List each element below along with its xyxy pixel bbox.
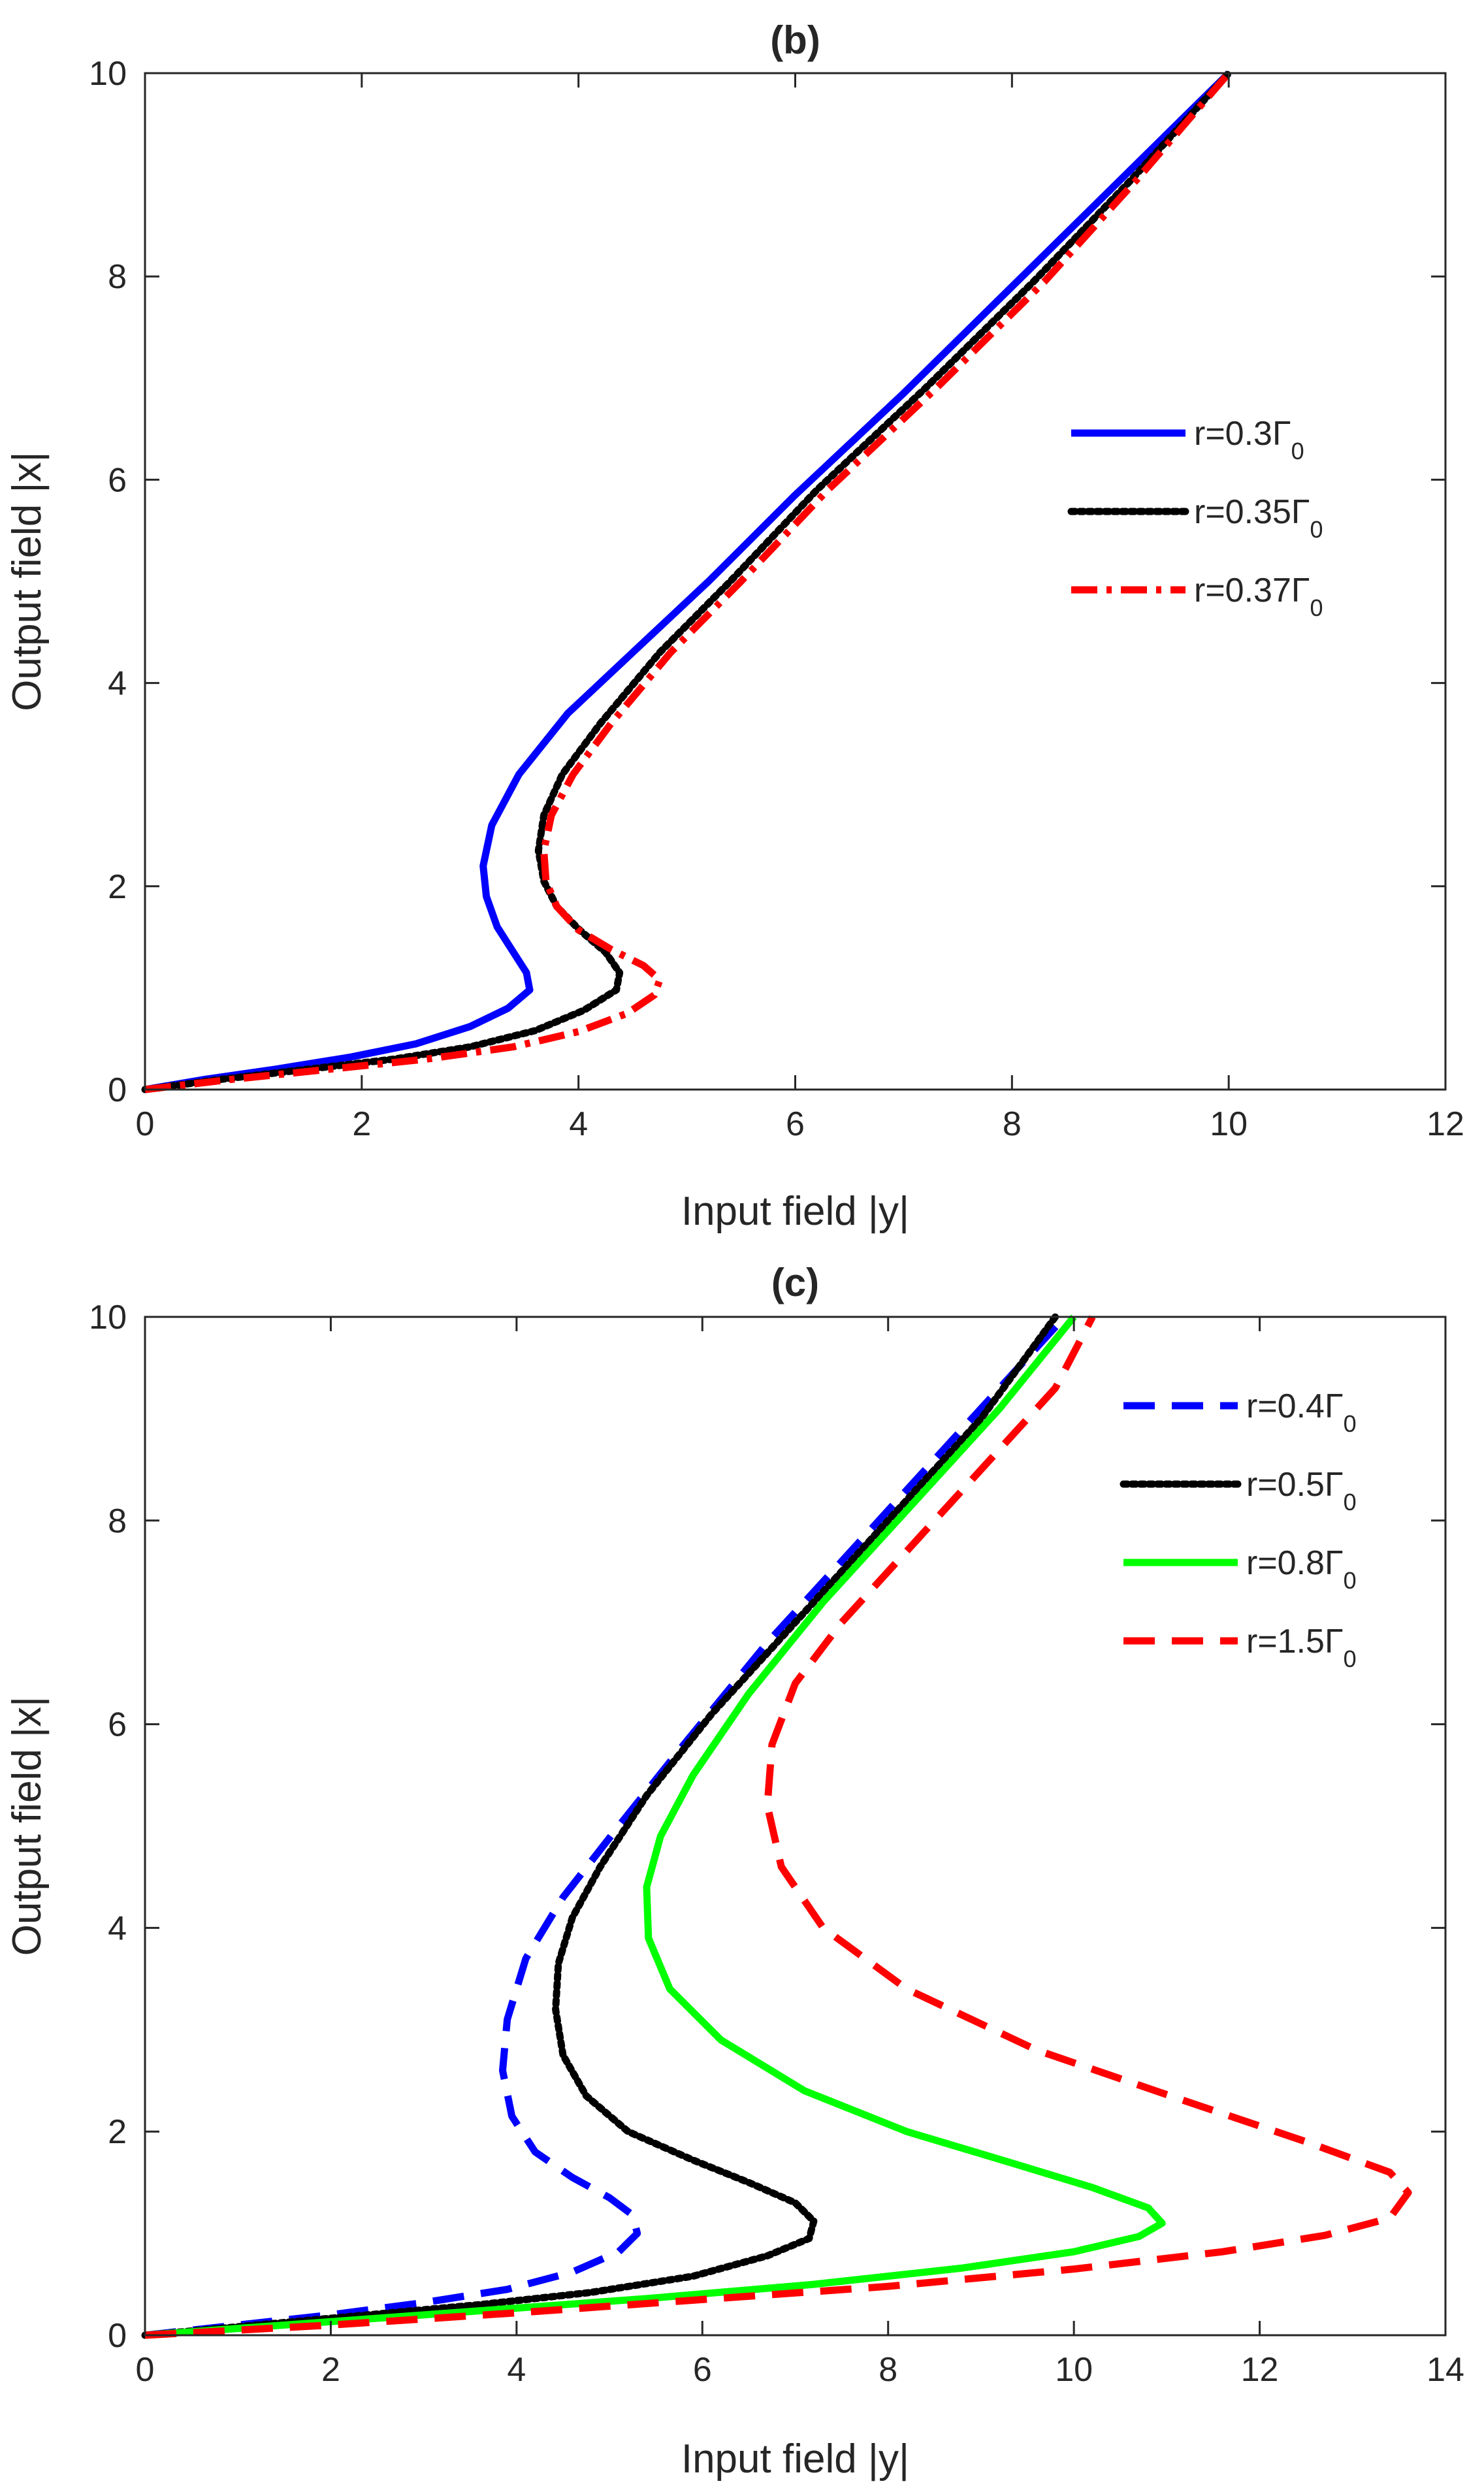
x-tick-label: 2 [321,2351,340,2389]
legend-label-subscript: 0 [1344,1645,1357,1672]
x-tick-label: 6 [693,2351,712,2389]
x-tick-label: 14 [1427,2351,1464,2389]
y-axis-label: Output field |x| [5,451,50,711]
panel-c: 0 2 4 6 8 10 12 14 0 2 4 6 8 10 (c) Input field |y| Outp… [5,1261,1464,2482]
y-tick-label: 10 [89,55,127,93]
y-tick-label: 8 [108,258,127,296]
x-tick-label: 0 [136,1105,155,1143]
series-line-1 [144,1314,1067,2339]
x-tick-label: 8 [879,2351,897,2389]
legend-label-subscript: 0 [1291,438,1304,464]
legend-label-main: r=0.5Γ [1246,1466,1344,1504]
legend-label-subscript: 0 [1344,1410,1357,1437]
legend-label-2: r=0.35Γ0 [1194,493,1323,543]
legend-label-subscript: 0 [1344,1567,1357,1594]
x-tick-label: 10 [1210,1105,1248,1143]
panel-b: 0 2 4 6 8 10 12 0 2 4 6 8 10 (b) Input field |y| Output… [5,18,1464,1234]
y-tick-label: 2 [108,868,127,906]
x-tick-label: 8 [1003,1105,1022,1143]
legend-label-1: r=0.3Γ0 [1194,415,1304,464]
legend-label-2: r=0.5Γ0 [1246,1466,1357,1515]
y-tick-label: 0 [108,2317,127,2355]
x-tick-label: 6 [786,1105,805,1143]
legend-label-main: r=0.37Γ [1194,572,1310,609]
legend-label-subscript: 0 [1344,1489,1357,1515]
y-tick-label: 4 [108,665,127,703]
legend-label-subscript: 0 [1310,594,1323,621]
series-line-1 [144,71,1232,1093]
legend-label-3: r=0.8Γ0 [1246,1544,1357,1594]
legend-label-main: r=0.35Γ [1194,493,1310,531]
x-tick-label: 0 [136,2351,155,2389]
x-tick-label: 4 [507,2351,526,2389]
series-line-2 [141,1313,1059,2339]
panel-title: (c) [771,1261,819,1304]
x-axis-label: Input field |y| [681,2436,909,2482]
x-tick-label: 12 [1427,1105,1464,1143]
x-tick-label: 4 [569,1105,588,1143]
y-tick-label: 4 [108,1909,127,1947]
legend-label-main: r=0.3Γ [1194,415,1291,453]
y-tick-label: 10 [89,1299,127,1336]
plot-area-frame [144,1316,1447,2337]
x-tick-label: 12 [1241,2351,1279,2389]
x-tick-label: 10 [1055,2351,1093,2389]
legend-label-main: r=1.5Γ [1246,1623,1344,1660]
series-line-3 [144,71,1232,1093]
y-tick-label: 0 [108,1071,127,1109]
legend-label-3: r=0.37Γ0 [1194,572,1323,621]
legend-label-4: r=1.5Γ0 [1246,1623,1357,1672]
y-tick-label: 2 [108,2113,127,2151]
series-line-2 [141,69,1233,1093]
x-tick-label: 2 [352,1105,371,1143]
legend-label-1: r=0.4Γ0 [1246,1387,1357,1437]
series-line-3 [144,1314,1166,2339]
legend-label-subscript: 0 [1310,516,1323,543]
y-axis-label: Output field |x| [5,1696,50,1956]
legend-label-main: r=0.4Γ [1246,1387,1344,1425]
panel-title: (b) [770,18,820,62]
x-axis-label: Input field |y| [681,1189,909,1234]
y-tick-label: 6 [108,1706,127,1744]
series-line-4 [144,1315,1412,2339]
y-tick-label: 6 [108,461,127,499]
legend-label-main: r=0.8Γ [1246,1544,1344,1582]
y-tick-label: 8 [108,1502,127,1540]
